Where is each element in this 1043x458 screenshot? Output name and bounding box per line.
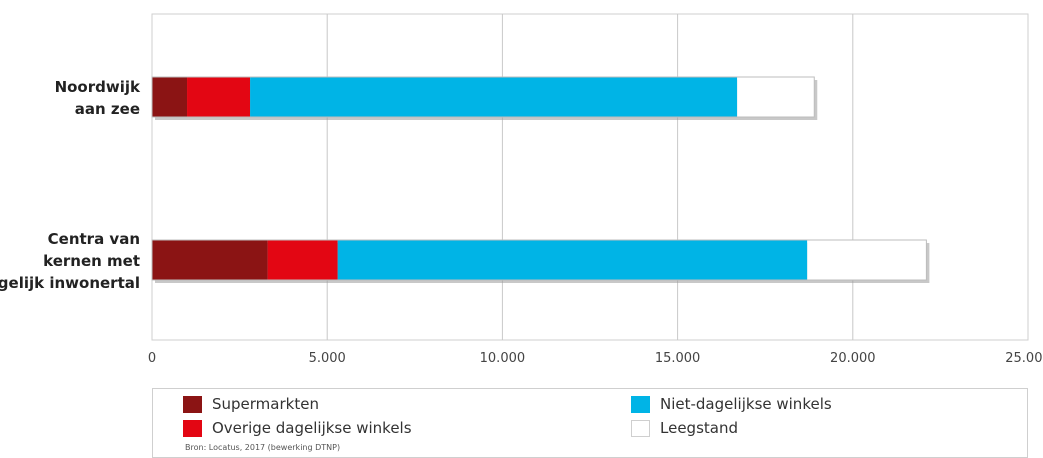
legend-item-overige-dagelijkse: Overige dagelijkse winkels [183, 419, 412, 437]
bar-segment [152, 77, 188, 117]
legend: Supermarkten Overige dagelijkse winkels … [152, 388, 1028, 458]
stacked-bar-chart: Noordwijk aan zee Centra van kernen met geli… [0, 13, 1043, 366]
legend-item-leegstand: Leegstand [631, 419, 738, 437]
bar-segment [807, 240, 927, 280]
bar-outline [151, 239, 927, 281]
x-tick-label: 25.000 [1005, 351, 1043, 366]
source-note: Bron: Locatus, 2017 (bewerking DTNP) [185, 443, 341, 452]
plot-area [151, 13, 1029, 341]
legend-item-supermarkten: Supermarkten [183, 395, 319, 413]
category-label: kernen met [43, 252, 140, 270]
bar-outline [151, 76, 815, 118]
legend-item-niet-dagelijkse: Niet-dagelijkse winkels [631, 395, 832, 413]
bar-segment [152, 240, 268, 280]
category-label: gelijk inwonertal [0, 274, 140, 292]
x-tick-label: 0 [148, 351, 156, 366]
legend-label: Leegstand [660, 419, 738, 437]
x-tick-label: 20.000 [830, 351, 876, 366]
category-label: Centra van [48, 230, 140, 248]
legend-swatch [631, 419, 650, 437]
bar-segment [187, 77, 251, 117]
x-tick-label: 10.000 [480, 351, 526, 366]
bar-segment [267, 240, 338, 280]
legend-swatch [631, 395, 650, 413]
legend-label: Niet-dagelijkse winkels [660, 395, 832, 413]
legend-label: Overige dagelijkse winkels [212, 419, 412, 437]
legend-swatch [183, 419, 202, 437]
x-tick-label: 5.000 [309, 351, 346, 366]
x-tick-label: 15.000 [655, 351, 701, 366]
legend-swatch [183, 395, 202, 413]
category-label: aan zee [75, 100, 140, 118]
legend-label: Supermarkten [212, 395, 319, 413]
bar-segment [250, 77, 738, 117]
bar-segment [737, 77, 815, 117]
bar-segment [337, 240, 808, 280]
category-label: Noordwijk [55, 78, 141, 96]
